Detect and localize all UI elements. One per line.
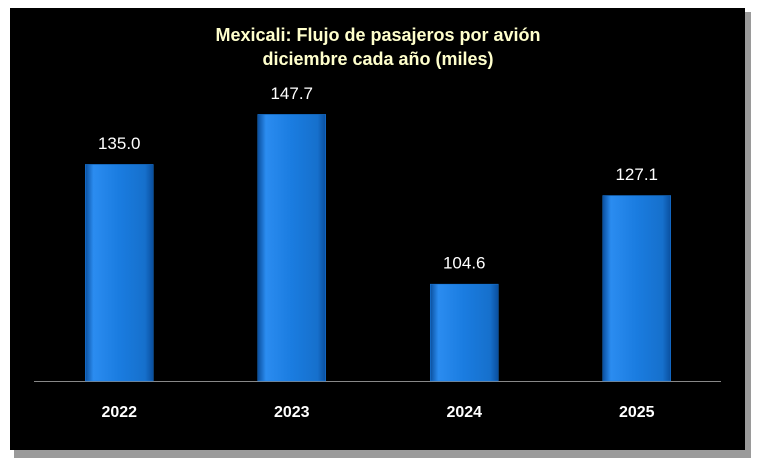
x-tick-label: 2022 — [101, 404, 137, 421]
x-tick-label: 2024 — [446, 404, 482, 421]
value-label: 147.7 — [270, 84, 313, 103]
value-label: 135.0 — [98, 134, 141, 153]
value-label: 127.1 — [615, 165, 658, 184]
bar — [430, 283, 499, 382]
value-label: 104.6 — [443, 254, 486, 273]
chart-title: Mexicali: Flujo de pasajeros por avión — [215, 25, 540, 45]
bar — [602, 195, 671, 382]
chart-title: diciembre cada año (miles) — [262, 49, 493, 69]
x-tick-label: 2025 — [619, 404, 655, 421]
x-tick-label: 2023 — [274, 404, 310, 421]
bar — [85, 164, 154, 382]
bar — [257, 114, 326, 382]
